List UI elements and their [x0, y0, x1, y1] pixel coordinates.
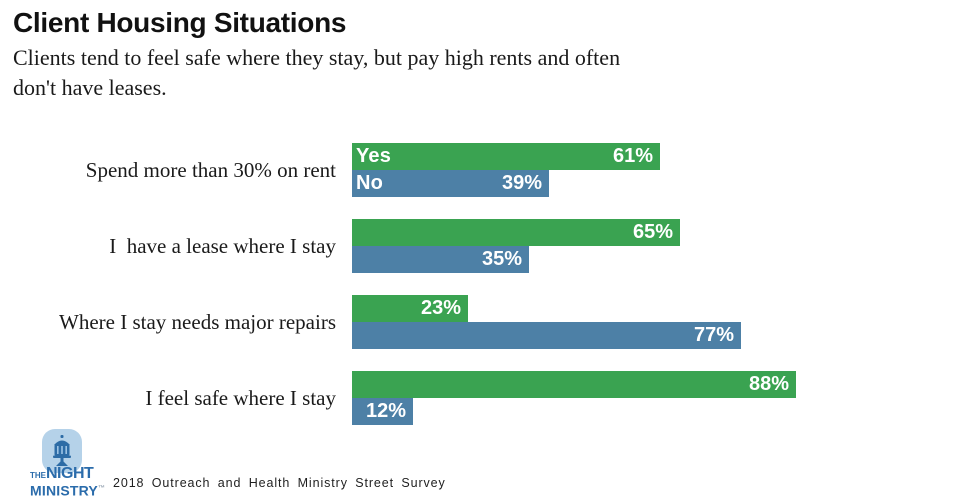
bar-yes: 88%	[352, 371, 796, 398]
category-label: Where I stay needs major repairs	[59, 310, 336, 334]
bar-no: 35%	[352, 246, 529, 273]
chart-row: I have a lease where I stay 65% 35%	[0, 219, 960, 273]
bar-no: No 39%	[352, 170, 549, 197]
value-label-no: 12%	[365, 400, 406, 422]
bar-yes: Yes 61%	[352, 143, 660, 170]
bar-chart: Spend more than 30% on rent Yes 61% No 3…	[0, 143, 960, 447]
logo-the: THE	[30, 471, 46, 480]
lantern-icon	[53, 435, 71, 466]
chart-footer: THENIGHT MINISTRY™ 2018 Outreach and Hea…	[0, 428, 960, 503]
bar-pair: Yes 61% No 39%	[336, 143, 960, 197]
bar-no: 12%	[352, 398, 413, 425]
value-label-yes: 65%	[632, 221, 673, 243]
chart-row: Spend more than 30% on rent Yes 61% No 3…	[0, 143, 960, 197]
bar-pair: 65% 35%	[336, 219, 960, 273]
logo-ministry: MINISTRY	[30, 482, 98, 499]
chart-title: Client Housing Situations	[13, 7, 347, 38]
bar-pair: 88% 12%	[336, 371, 960, 425]
bar-yes: 23%	[352, 295, 468, 322]
source-note: 2018 Outreach and Health Ministry Street…	[113, 476, 446, 490]
series-label-yes: Yes	[356, 145, 392, 167]
series-label-no: No	[356, 172, 384, 194]
value-label-yes: 61%	[612, 145, 653, 167]
value-label-no: 35%	[481, 248, 522, 270]
chart-row: I feel safe where I stay 88% 12%	[0, 371, 960, 425]
category-label: I have a lease where I stay	[109, 234, 336, 258]
category-label: I feel safe where I stay	[145, 386, 336, 410]
value-label-yes: 23%	[420, 297, 461, 319]
chart-header: Client Housing Situations Clients tend t…	[13, 6, 663, 103]
bar-yes: 65%	[352, 219, 680, 246]
chart-subtitle: Clients tend to feel safe where they sta…	[13, 45, 621, 100]
bar-no: 77%	[352, 322, 741, 349]
logo-trademark: ™	[97, 485, 106, 492]
lantern-badge	[42, 429, 82, 473]
value-label-no: 77%	[693, 324, 734, 346]
value-label-yes: 88%	[748, 373, 789, 395]
chart-row: Where I stay needs major repairs 23% 77%	[0, 295, 960, 349]
value-label-no: 39%	[501, 172, 542, 194]
logo-wordmark: THENIGHT MINISTRY™	[30, 465, 106, 499]
bar-pair: 23% 77%	[336, 295, 960, 349]
logo-night: NIGHT	[46, 465, 94, 482]
category-label: Spend more than 30% on rent	[85, 158, 336, 182]
